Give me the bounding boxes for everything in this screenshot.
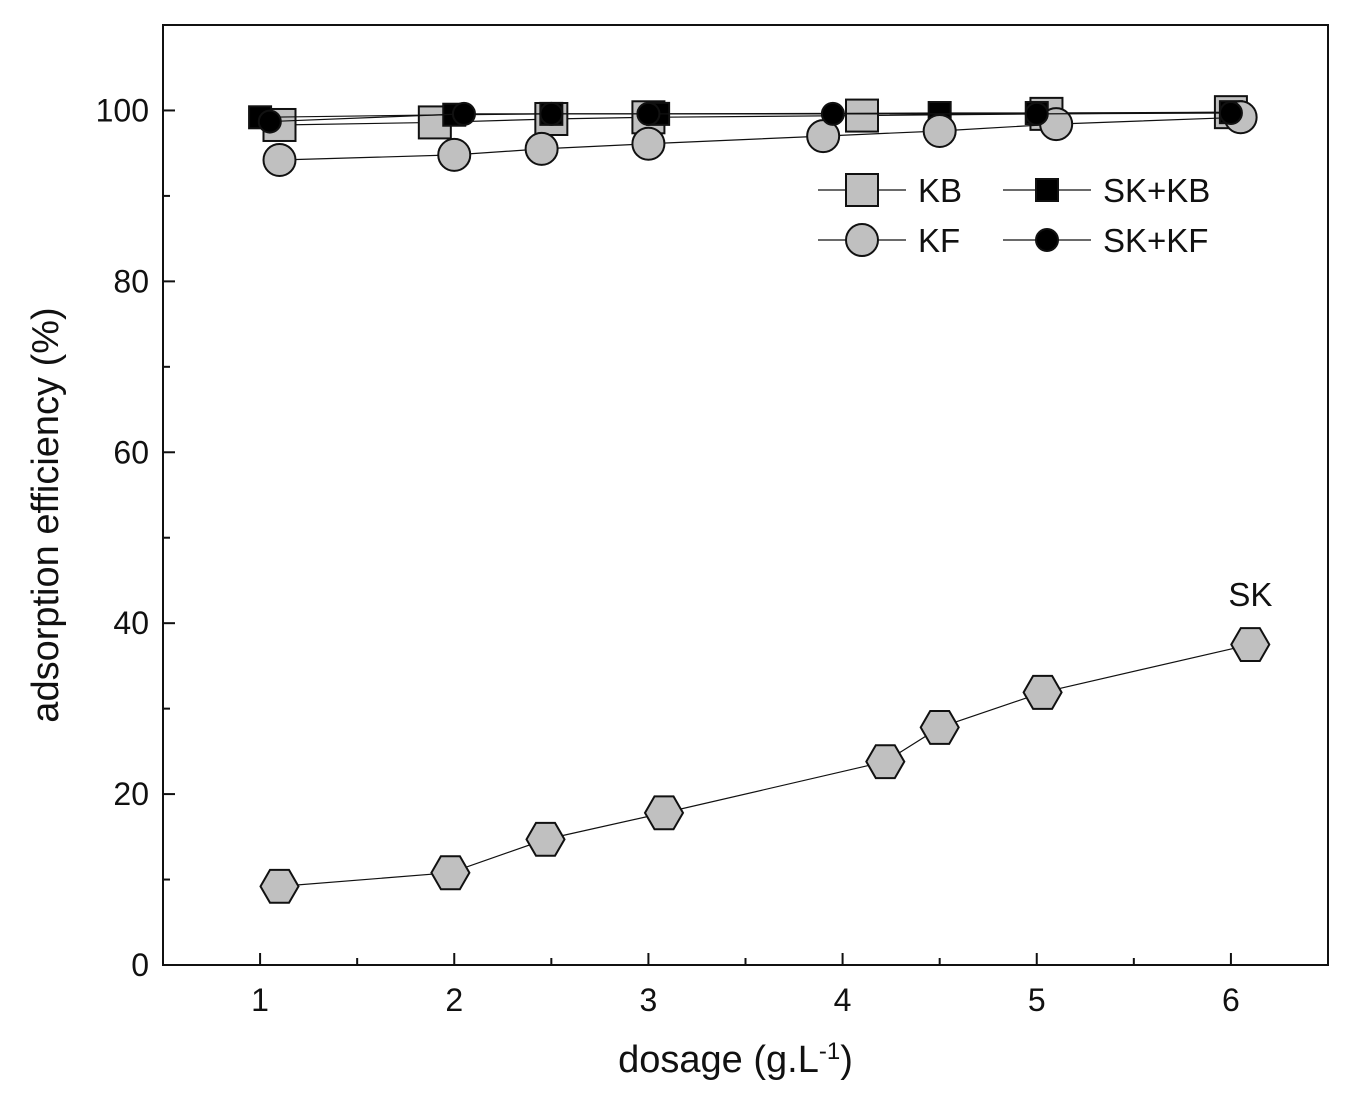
y-tick-label: 80 [113,263,149,299]
x-tick-label: 1 [251,982,269,1018]
legend-marker [845,173,879,207]
x-tick-label: 4 [834,982,852,1018]
data-point [1218,101,1243,126]
x-axis-title: dosage (g.L-1) [618,1038,853,1082]
data-point [636,101,661,126]
x-axis-title-text: dosage (g.L [618,1039,819,1081]
legend-label: SK+KB [1103,172,1210,209]
data-point [451,101,476,126]
series-line [279,643,1251,887]
legend: KB SK+KB KF SK+KF [818,172,1210,259]
legend-marker [845,223,879,257]
legend-item: KF [818,222,960,259]
x-tick-label: 5 [1028,982,1046,1018]
data-point [643,795,685,831]
y-tick-label: 40 [113,605,149,641]
series-line [269,112,1231,123]
series-sk-plus-kb [248,100,1243,130]
data-point [922,113,957,148]
legend-marker [1035,228,1059,252]
data-point [820,101,845,126]
plot-border [162,24,1329,966]
legend-marker [1035,178,1059,202]
data-point [865,744,906,780]
legend-label: KF [918,222,960,259]
annotations: SK [1228,576,1272,613]
annotation-label: SK [1228,576,1272,613]
legend-item: SK+KF [1003,222,1208,259]
series-layer [248,95,1271,904]
series-sk-plus-kf [257,101,1243,134]
data-point [525,821,566,857]
data-point [262,143,297,178]
data-point [1022,674,1063,710]
y-axis-title: adsorption efficiency (%) [25,307,67,722]
data-point [919,710,960,745]
y-tick-label: 0 [131,947,149,983]
x-tick-label: 3 [640,982,658,1018]
data-point [631,126,666,161]
data-point [1230,627,1271,662]
legend-item: SK+KB [1003,172,1210,209]
series-sk [259,627,1271,904]
y-axis: 0 20 40 60 80 100 [96,92,175,983]
data-point [430,855,471,891]
x-tick-label: 2 [445,982,463,1018]
legend-label: KB [918,172,962,209]
y-tick-label: 100 [96,92,149,128]
x-axis: 1 2 3 4 5 6 [162,953,1329,1018]
data-point [1024,101,1049,126]
data-point [845,98,879,133]
data-point [539,101,564,126]
y-tick-label: 60 [113,434,149,470]
x-axis-title-suffix: ) [840,1039,853,1081]
data-point [259,868,300,904]
x-tick-label: 6 [1222,982,1240,1018]
x-axis-title-superscript: -1 [819,1038,840,1065]
data-point [437,137,472,172]
series-kb [262,95,1248,142]
y-tick-label: 20 [113,776,149,812]
legend-item: KB [818,172,962,209]
plot-frame [162,24,1329,966]
data-point [524,131,559,166]
data-point [257,109,282,134]
legend-label: SK+KF [1103,222,1208,259]
